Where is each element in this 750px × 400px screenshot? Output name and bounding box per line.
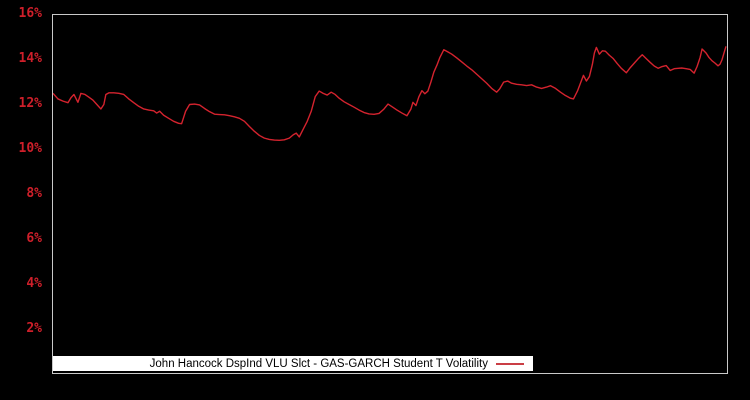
y-tick-label: 2% — [26, 321, 42, 336]
y-tick-label: 10% — [18, 141, 42, 156]
volatility-series-line — [53, 46, 727, 141]
y-tick-label: 12% — [18, 96, 42, 111]
legend-series-label: John Hancock DspInd VLU Slct - GAS-GARCH… — [149, 357, 488, 370]
y-tick-label: 16% — [18, 6, 42, 21]
volatility-line-plot — [53, 46, 727, 141]
y-axis: 16% 14% 12% 10% 8% 6% 4% 2% — [0, 0, 46, 400]
legend-line-sample-icon — [496, 362, 524, 365]
y-tick-label: 14% — [18, 51, 42, 66]
legend: John Hancock DspInd VLU Slct - GAS-GARCH… — [53, 356, 533, 371]
y-tick-label: 8% — [26, 186, 42, 201]
y-tick-label: 4% — [26, 276, 42, 291]
plot-area: John Hancock DspInd VLU Slct - GAS-GARCH… — [52, 14, 728, 374]
y-tick-label: 6% — [26, 231, 42, 246]
